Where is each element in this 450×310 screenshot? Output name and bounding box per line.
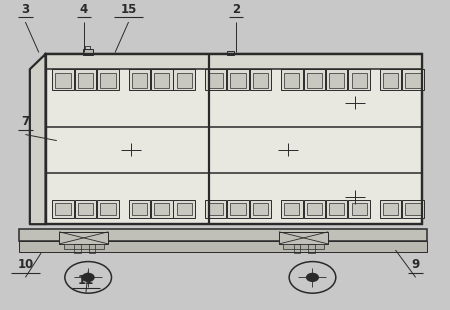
- Bar: [402, 200, 424, 218]
- Bar: [383, 73, 398, 88]
- Circle shape: [306, 273, 318, 281]
- Bar: [348, 69, 370, 91]
- Bar: [75, 200, 96, 218]
- Bar: [306, 73, 322, 88]
- Bar: [151, 69, 172, 91]
- Bar: [329, 73, 344, 88]
- Bar: [132, 73, 147, 88]
- Bar: [303, 69, 325, 91]
- Bar: [55, 203, 71, 215]
- Bar: [59, 232, 108, 244]
- Text: 7: 7: [21, 115, 29, 128]
- Text: 11: 11: [78, 273, 94, 286]
- Circle shape: [82, 273, 94, 281]
- Polygon shape: [30, 54, 45, 224]
- Bar: [326, 200, 347, 218]
- Bar: [173, 200, 195, 218]
- Bar: [279, 232, 328, 244]
- Text: 9: 9: [412, 258, 420, 271]
- Bar: [151, 200, 172, 218]
- Text: 10: 10: [17, 258, 33, 271]
- Bar: [89, 244, 95, 253]
- Bar: [329, 203, 344, 215]
- Bar: [227, 51, 234, 55]
- Bar: [205, 200, 226, 218]
- Bar: [100, 73, 116, 88]
- Bar: [253, 203, 268, 215]
- Bar: [75, 69, 96, 91]
- Bar: [348, 200, 370, 218]
- Bar: [383, 203, 398, 215]
- Bar: [78, 73, 93, 88]
- Bar: [97, 200, 119, 218]
- Bar: [284, 203, 299, 215]
- Bar: [208, 73, 223, 88]
- Bar: [154, 73, 169, 88]
- Bar: [303, 200, 325, 218]
- Bar: [294, 244, 300, 253]
- Bar: [326, 69, 347, 91]
- Bar: [78, 203, 93, 215]
- Text: 15: 15: [120, 3, 137, 16]
- Bar: [253, 73, 268, 88]
- Bar: [154, 203, 169, 215]
- Bar: [380, 69, 401, 91]
- Bar: [176, 203, 192, 215]
- Bar: [284, 244, 324, 249]
- Bar: [205, 69, 226, 91]
- Bar: [308, 244, 315, 253]
- Bar: [227, 200, 249, 218]
- Bar: [52, 69, 74, 91]
- Bar: [83, 49, 93, 55]
- Bar: [45, 54, 423, 224]
- Bar: [306, 203, 322, 215]
- Bar: [173, 69, 195, 91]
- Bar: [405, 73, 421, 88]
- Bar: [74, 244, 81, 253]
- Bar: [18, 241, 427, 251]
- Bar: [129, 69, 150, 91]
- Bar: [85, 46, 90, 49]
- Bar: [100, 203, 116, 215]
- Bar: [129, 200, 150, 218]
- Bar: [227, 69, 249, 91]
- Bar: [250, 200, 271, 218]
- Bar: [63, 244, 104, 249]
- Bar: [281, 69, 302, 91]
- Bar: [230, 73, 246, 88]
- Bar: [176, 73, 192, 88]
- Text: 3: 3: [21, 3, 29, 16]
- Bar: [380, 200, 401, 218]
- Bar: [18, 229, 427, 241]
- Bar: [351, 203, 367, 215]
- Text: 2: 2: [232, 3, 240, 16]
- Bar: [351, 73, 367, 88]
- Bar: [52, 200, 74, 218]
- Bar: [132, 203, 147, 215]
- Bar: [230, 203, 246, 215]
- Bar: [208, 203, 223, 215]
- Text: 4: 4: [80, 3, 88, 16]
- Bar: [250, 69, 271, 91]
- Bar: [284, 73, 299, 88]
- Bar: [45, 54, 423, 69]
- Bar: [402, 69, 424, 91]
- Bar: [55, 73, 71, 88]
- Bar: [405, 203, 421, 215]
- Bar: [97, 69, 119, 91]
- Bar: [45, 54, 423, 224]
- Bar: [281, 200, 302, 218]
